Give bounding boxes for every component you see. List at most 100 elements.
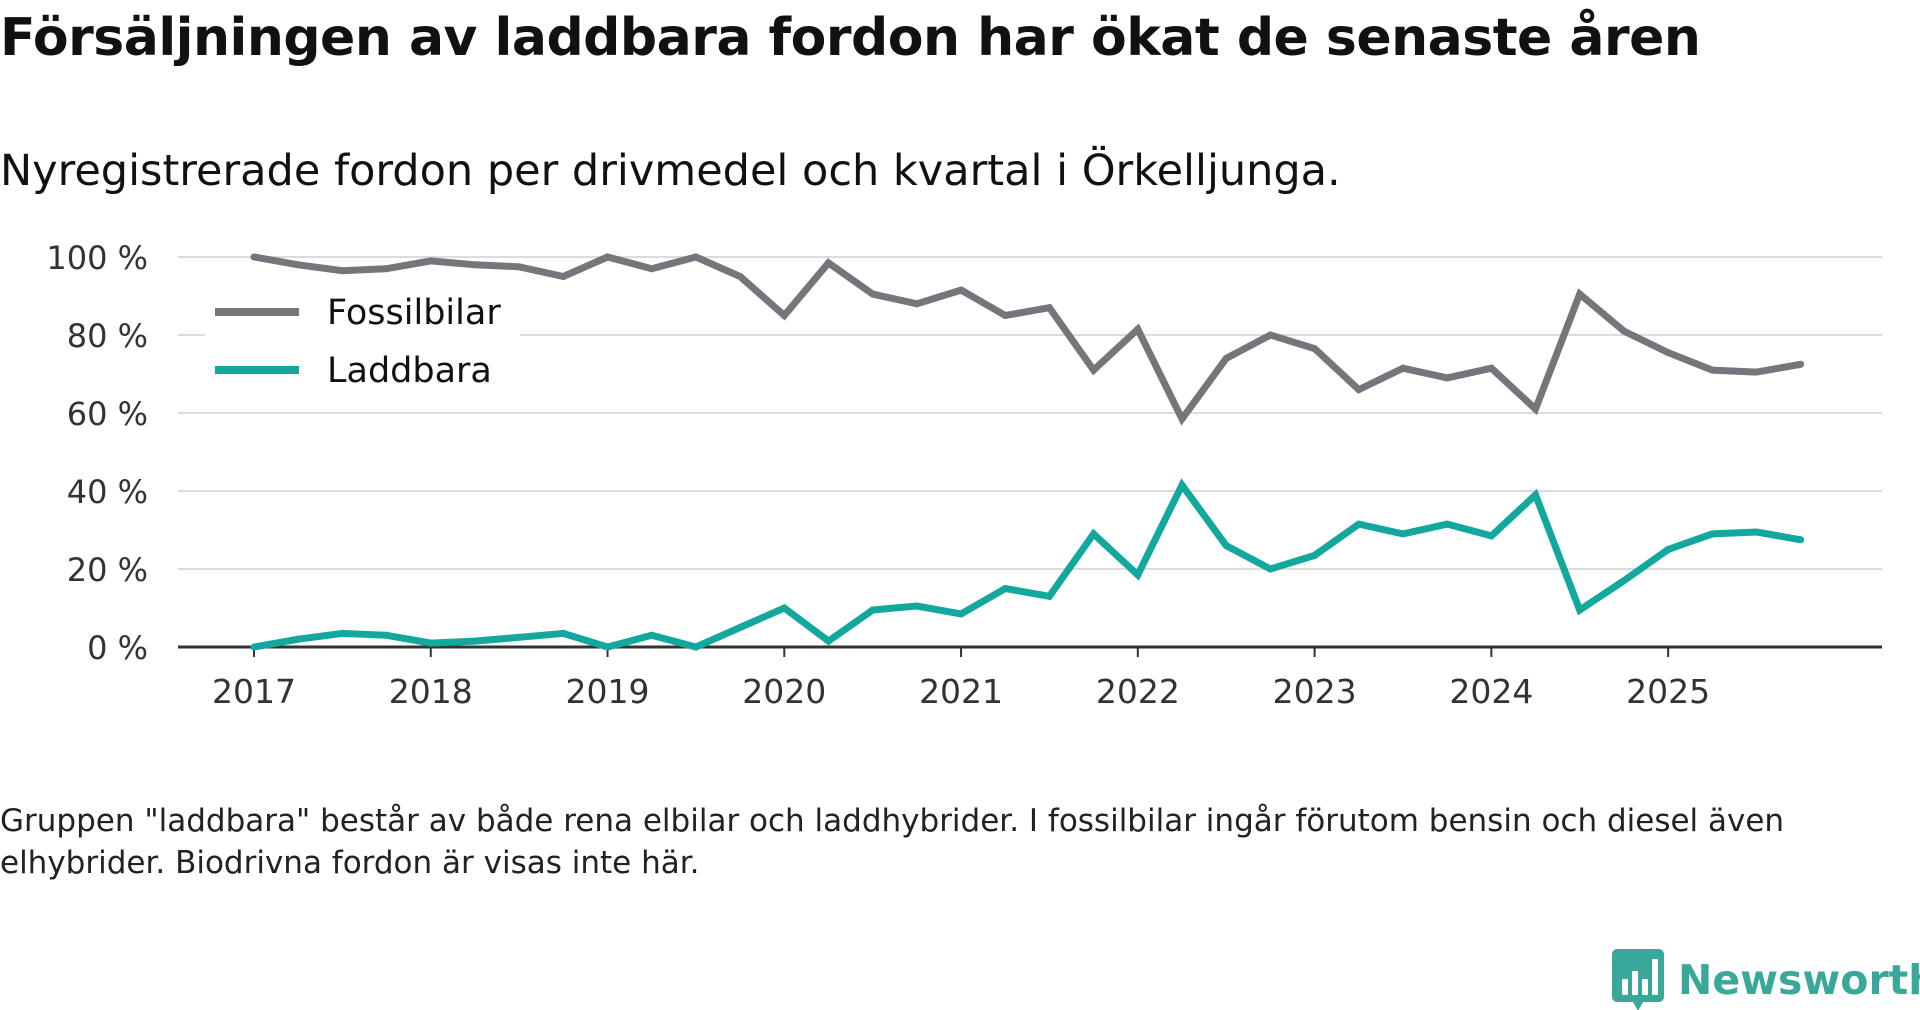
data-point-laddbara (383, 631, 391, 639)
data-point-laddbara (1752, 528, 1760, 536)
data-point-fossilbilar (780, 312, 788, 319)
data-point-laddbara (1355, 520, 1363, 528)
y-tick-label-100: 100 % (46, 239, 148, 277)
data-point-laddbara (913, 602, 921, 610)
data-series (250, 253, 1805, 651)
data-point-laddbara (1001, 585, 1009, 592)
y-tick-label-0: 0 % (87, 629, 148, 667)
data-point-laddbara (1664, 546, 1672, 553)
data-point-fossilbilar (648, 265, 656, 273)
x-tick-label-2020: 2020 (742, 672, 826, 711)
data-point-laddbara (427, 639, 435, 647)
data-point-laddbara (1222, 542, 1230, 550)
x-tick-label-2019: 2019 (566, 672, 650, 711)
data-point-fossilbilar (383, 265, 391, 273)
data-point-fossilbilar (604, 253, 612, 261)
data-point-laddbara (1266, 565, 1274, 573)
data-point-fossilbilar (913, 300, 921, 308)
data-point-fossilbilar (515, 263, 523, 271)
y-tick-label-60: 60 % (67, 395, 148, 433)
data-point-laddbara (1090, 530, 1098, 538)
data-point-laddbara (1399, 530, 1407, 538)
data-point-fossilbilar (1797, 360, 1805, 368)
data-point-fossilbilar (692, 253, 700, 261)
data-point-laddbara (648, 631, 656, 639)
x-axis-tick-labels: 2017 2018 2019 2020 2021 2022 2023 2024 2025 (212, 672, 1710, 711)
data-point-fossilbilar (250, 253, 258, 261)
x-tick-label-2024: 2024 (1449, 672, 1533, 711)
data-point-fossilbilar (1001, 312, 1009, 319)
data-point-fossilbilar (471, 261, 479, 269)
brand-name: Newsworthy (1678, 956, 1920, 1004)
data-point-fossilbilar (1708, 366, 1716, 374)
series-line-fossilbilar (253, 253, 1802, 426)
y-tick-label-80: 80 % (67, 317, 148, 355)
data-point-laddbara (957, 610, 965, 618)
data-point-laddbara (250, 643, 258, 651)
data-point-fossilbilar (1090, 366, 1098, 374)
data-point-fossilbilar (1532, 405, 1540, 413)
data-point-laddbara (1532, 491, 1540, 499)
data-point-fossilbilar (736, 273, 744, 280)
x-tick-label-2025: 2025 (1626, 672, 1710, 711)
data-point-fossilbilar (1487, 364, 1495, 372)
x-tick-label-2018: 2018 (389, 672, 473, 711)
legend-background (205, 280, 520, 395)
data-point-laddbara (692, 643, 700, 651)
data-point-laddbara (1311, 551, 1319, 559)
chart-title: Försäljningen av laddbara fordon har öka… (0, 8, 1701, 68)
data-point-laddbara (515, 633, 523, 641)
x-axis (178, 645, 1882, 657)
chart-subtitle: Nyregistrerade fordon per drivmedel och … (0, 146, 1341, 196)
data-point-laddbara (294, 635, 302, 643)
data-point-laddbara (604, 643, 612, 651)
data-point-laddbara (559, 629, 567, 637)
data-point-fossilbilar (1443, 374, 1451, 382)
data-point-fossilbilar (1664, 349, 1672, 357)
data-point-fossilbilar (1134, 325, 1142, 333)
data-point-fossilbilar (1045, 304, 1053, 312)
legend-label-fossilbilar: Fossilbilar (327, 293, 501, 333)
data-point-laddbara (1620, 577, 1628, 585)
y-tick-label-40: 40 % (67, 473, 148, 511)
x-tick-label-2022: 2022 (1096, 672, 1180, 711)
data-point-fossilbilar (1266, 331, 1274, 339)
newsworthy-logo-icon (1612, 949, 1664, 1010)
data-point-fossilbilar (1311, 345, 1319, 353)
data-point-laddbara (780, 604, 788, 612)
data-point-laddbara (1797, 536, 1805, 544)
data-point-laddbara (1045, 592, 1053, 600)
data-point-fossilbilar (559, 273, 567, 280)
y-tick-label-20: 20 % (67, 551, 148, 589)
chart-footnote: Gruppen "laddbara" består av både rena e… (0, 803, 1785, 881)
data-point-fossilbilar (1576, 290, 1584, 298)
x-tick-label-2023: 2023 (1273, 672, 1357, 711)
y-axis-tick-labels: 0 % 20 % 40 % 60 % 80 % 100 % (46, 239, 148, 667)
data-point-fossilbilar (957, 286, 965, 294)
data-point-laddbara (869, 606, 877, 614)
data-point-laddbara (338, 629, 346, 637)
data-point-laddbara (1708, 530, 1716, 538)
data-point-fossilbilar (338, 267, 346, 275)
data-point-laddbara (1487, 532, 1495, 540)
data-point-laddbara (824, 637, 832, 645)
data-point-fossilbilar (427, 257, 435, 265)
data-point-laddbara (1134, 571, 1142, 579)
x-tick-label-2021: 2021 (919, 672, 1003, 711)
line-chart: 0 % 20 % 40 % 60 % 80 % 100 % 2017 2018 2019 202… (46, 239, 1882, 711)
data-point-fossilbilar (1355, 386, 1363, 394)
data-point-laddbara (471, 637, 479, 645)
data-point-laddbara (1178, 481, 1186, 489)
data-point-laddbara (736, 624, 744, 631)
brand-logo: Newsworthy (1612, 948, 1920, 1010)
legend-label-laddbara: Laddbara (327, 351, 492, 391)
data-point-fossilbilar (1222, 354, 1230, 362)
data-point-fossilbilar (294, 261, 302, 269)
x-tick-label-2017: 2017 (212, 672, 296, 711)
data-point-fossilbilar (1178, 415, 1186, 423)
data-point-fossilbilar (869, 290, 877, 298)
data-point-fossilbilar (1399, 364, 1407, 372)
data-point-fossilbilar (824, 259, 832, 267)
data-point-fossilbilar (1620, 327, 1628, 335)
